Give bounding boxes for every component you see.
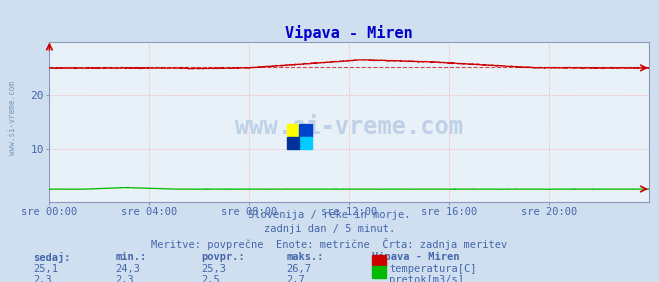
Text: www.si-vreme.com: www.si-vreme.com (235, 115, 463, 139)
Title: Vipava - Miren: Vipava - Miren (285, 25, 413, 41)
Text: 25,3: 25,3 (201, 264, 226, 274)
Text: sedaj:: sedaj: (33, 252, 71, 263)
Text: povpr.:: povpr.: (201, 252, 244, 261)
Text: www.si-vreme.com: www.si-vreme.com (8, 81, 17, 155)
Text: 26,7: 26,7 (287, 264, 312, 274)
Text: pretok[m3/s]: pretok[m3/s] (389, 275, 465, 282)
Text: 25,1: 25,1 (33, 264, 58, 274)
Text: min.:: min.: (115, 252, 146, 261)
Text: 2,5: 2,5 (201, 275, 219, 282)
Text: Meritve: povprečne  Enote: metrične  Črta: zadnja meritev: Meritve: povprečne Enote: metrične Črta:… (152, 238, 507, 250)
Text: 2,3: 2,3 (33, 275, 51, 282)
Text: 2,7: 2,7 (287, 275, 305, 282)
Text: maks.:: maks.: (287, 252, 324, 261)
Text: Slovenija / reke in morje.: Slovenija / reke in morje. (248, 210, 411, 220)
Text: temperatura[C]: temperatura[C] (389, 264, 477, 274)
Text: 2,3: 2,3 (115, 275, 134, 282)
Text: zadnji dan / 5 minut.: zadnji dan / 5 minut. (264, 224, 395, 234)
Text: Vipava - Miren: Vipava - Miren (372, 252, 460, 262)
Text: 24,3: 24,3 (115, 264, 140, 274)
